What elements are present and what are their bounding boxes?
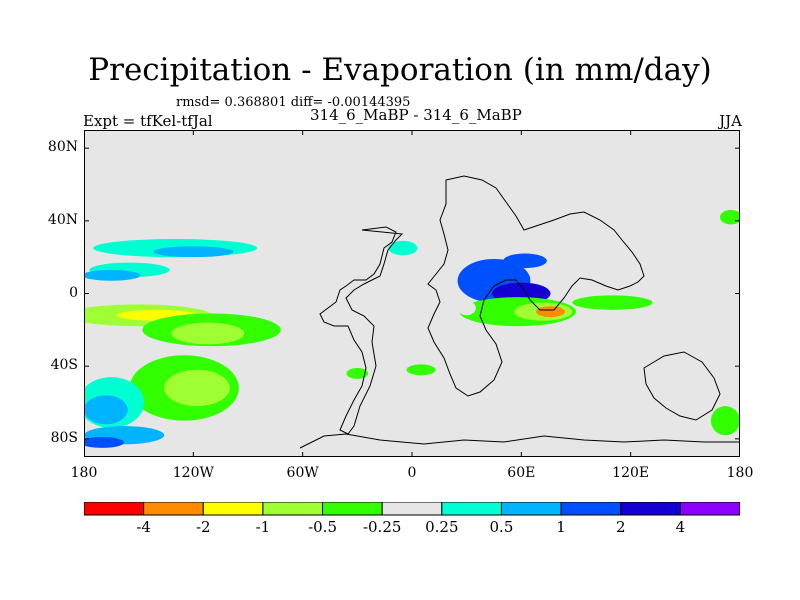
contour-region-26 xyxy=(530,266,640,285)
colorbar-box-5 xyxy=(381,502,443,516)
colorbar-box-0 xyxy=(84,502,145,516)
contour-fill-layer xyxy=(84,209,740,448)
y-tick-label-1: 40N xyxy=(47,211,78,228)
colorbar-box-6 xyxy=(441,502,502,516)
y-tick-label-2: 0 xyxy=(69,284,78,301)
contour-region-16 xyxy=(84,437,125,448)
colorbar-box-8 xyxy=(560,502,622,516)
x-tick-label-4: 60E xyxy=(507,465,536,481)
contour-region-27 xyxy=(572,295,653,310)
experiment-label: Expt = tfKel-tfJal xyxy=(83,112,213,130)
contour-region-28 xyxy=(528,211,587,230)
contour-region-14 xyxy=(84,395,128,425)
colorbar-box-9 xyxy=(620,502,681,516)
colorbar-label-3: -0.5 xyxy=(308,518,337,536)
colorbar-box-10 xyxy=(679,502,740,516)
colorbar-label-9: 4 xyxy=(675,518,686,536)
x-tick-label-1: 120W xyxy=(172,465,214,481)
contour-region-22 xyxy=(503,253,547,269)
contour-region-3 xyxy=(153,246,234,258)
x-tick-label-3: 0 xyxy=(407,465,417,481)
colorbar-label-8: 2 xyxy=(615,518,626,536)
colorbar-label-1: -2 xyxy=(195,518,211,536)
colorbar-label-0: -4 xyxy=(136,518,151,536)
colorbar-box-4 xyxy=(322,502,383,516)
contour-region-30 xyxy=(719,209,740,225)
continent-outline-australia xyxy=(643,351,721,421)
contour-region-19 xyxy=(388,240,418,256)
colorbar-box-1 xyxy=(143,502,204,516)
colorbar-box-3 xyxy=(262,502,324,516)
contour-region-6 xyxy=(84,269,141,281)
y-tick-label-3: 40S xyxy=(50,357,78,374)
chart-title: Precipitation - Evaporation (in mm/day) xyxy=(88,52,712,88)
map-plot xyxy=(84,130,740,457)
colorbar xyxy=(84,502,740,516)
contour-region-31 xyxy=(457,300,476,316)
colorbar-label-6: 0.5 xyxy=(489,518,514,536)
contour-region-32 xyxy=(710,406,740,436)
contour-region-18 xyxy=(406,364,436,376)
contour-region-10 xyxy=(171,322,245,345)
y-tick-label-0: 80N xyxy=(47,139,78,156)
x-tick-label-6: 180 xyxy=(726,465,754,481)
colorbar-label-2: -1 xyxy=(255,518,271,536)
contour-region-12 xyxy=(164,369,230,407)
colorbar-label-7: 1 xyxy=(556,518,566,536)
tick-marks-layer xyxy=(84,130,740,457)
rmsd-subtitle: rmsd= 0.368801 diff= -0.00144395 xyxy=(176,95,411,110)
colorbar-label-5: 0.25 xyxy=(425,518,459,536)
case-label: 314_6_MaBP - 314_6_MaBP xyxy=(310,106,522,124)
contour-region-17 xyxy=(346,367,369,379)
colorbar-label-4: -0.25 xyxy=(362,518,402,536)
continent-outline-antarctica xyxy=(299,433,740,449)
colorbar-box-2 xyxy=(202,502,264,516)
season-label: JJA xyxy=(719,112,742,130)
continent-outline-eurasia-africa xyxy=(427,175,645,397)
colorbar-box-7 xyxy=(500,502,562,516)
y-tick-label-4: 80S xyxy=(50,429,78,446)
contour-region-1 xyxy=(113,213,201,229)
x-tick-label-5: 120E xyxy=(612,465,650,481)
coastline-layer xyxy=(299,175,740,449)
x-tick-label-2: 60W xyxy=(286,465,319,481)
contour-region-29 xyxy=(641,209,693,225)
contour-region-25 xyxy=(535,306,566,318)
x-tick-label-0: 180 xyxy=(70,465,98,481)
continent-outline-americas xyxy=(319,226,404,435)
